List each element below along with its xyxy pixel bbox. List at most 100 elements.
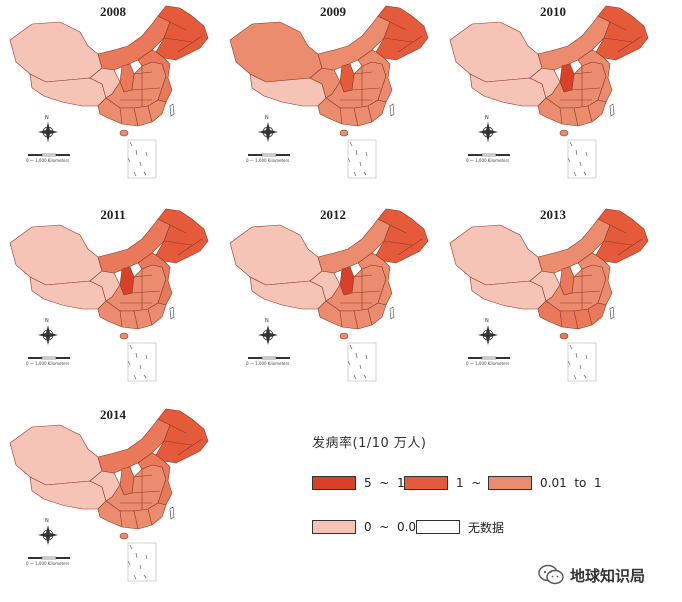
region-west [9,21,103,83]
legend-item: 0 ~ 0.01 [312,518,424,536]
region-taiwan [609,103,615,117]
compass-letter: N [265,318,269,324]
compass-icon [258,122,278,142]
region-taiwan [389,103,395,117]
map-panel-2012: 2012 0 — 1,000 Kilometers N [222,205,444,391]
compass-icon [38,525,58,545]
region-taiwan [169,506,175,520]
legend-swatch [488,476,532,490]
legend-item: 1 ~ 5 [404,474,497,492]
legend-swatch [404,476,448,490]
scale-label: 0 — 1,000 Kilometers [26,561,70,566]
region-hainan [119,129,129,137]
compass-icon [478,122,498,142]
map-panel-2008: 2008 0 — 1,000 Kilometers N [2,2,224,188]
scale-bar [468,356,510,360]
map-panel-2013: 2013 0 — 1,000 Kilometers N [442,205,664,391]
scale-bar [248,153,290,157]
compass-letter: N [45,115,49,121]
region-south [97,300,167,330]
map-panel-2009: 2009 0 — 1,000 Kilometers N [222,2,444,188]
region-northeast [375,208,429,264]
scale-label: 0 — 1,000 Kilometers [26,158,70,163]
region-west [449,224,543,286]
compass-icon [38,122,58,142]
compass-icon [478,325,498,345]
scale-bar [248,356,290,360]
panel-year-label: 2009 [320,4,346,19]
region-south [97,500,167,530]
panel-year-label: 2012 [320,207,346,222]
legend-label: 0.01 to 1 [540,476,602,490]
compass-letter: N [265,115,269,121]
compass-icon [258,325,278,345]
china-map [449,208,649,382]
legend-label: 0 ~ 0.01 [364,520,424,534]
legend-swatch [416,520,460,534]
region-hainan [119,332,129,340]
region-west [229,21,323,83]
region-south [537,97,607,127]
region-west [449,21,543,83]
panel-year-label: 2010 [540,4,566,19]
wechat-icon [538,564,564,586]
panel-year-label: 2014 [100,407,126,422]
map-panel-2014: 2014 0 — 1,000 Kilometers N [2,405,224,591]
region-northeast [155,5,209,61]
scale-bar [28,153,70,157]
scale-label: 0 — 1,000 Kilometers [26,361,70,366]
legend-item: 无数据 [416,518,504,536]
scale-bar [28,356,70,360]
compass-icon [38,325,58,345]
region-hainan [339,129,349,137]
china-map [449,5,649,179]
scale-label: 0 — 1,000 Kilometers [246,361,290,366]
region-hainan [559,332,569,340]
region-south [97,97,167,127]
china-map [229,5,429,179]
region-hainan [559,129,569,137]
legend-title: 发病率(1/10 万人) [312,436,427,451]
region-northeast [155,408,209,464]
legend-swatch [312,476,356,490]
panel-year-label: 2013 [540,207,566,222]
region-south [317,300,387,330]
region-west [229,224,323,286]
region-taiwan [169,306,175,320]
legend-item: 5 ~ 11 [312,474,412,492]
region-south [537,300,607,330]
region-northeast [595,5,649,61]
region-taiwan [389,306,395,320]
region-south [317,97,387,127]
scale-label: 0 — 1,000 Kilometers [246,158,290,163]
scale-label: 0 — 1,000 Kilometers [466,158,510,163]
legend-swatch [312,520,356,534]
scale-bar [28,556,70,560]
china-map [9,408,209,582]
map-panel-2011: 2011 0 — 1,000 Kilometers N [2,205,224,391]
panel-year-label: 2008 [100,4,126,19]
region-northeast [375,5,429,61]
compass-letter: N [485,115,489,121]
compass-letter: N [45,518,49,524]
region-hainan [119,532,129,540]
compass-letter: N [485,318,489,324]
scale-label: 0 — 1,000 Kilometers [466,361,510,366]
region-taiwan [169,103,175,117]
china-map [9,5,209,179]
panel-year-label: 2011 [100,207,126,222]
watermark: 地球知识局 [538,564,645,586]
compass-letter: N [45,318,49,324]
region-hainan [339,332,349,340]
china-map [9,208,209,382]
legend-label: 无数据 [468,520,505,535]
legend-item: 0.01 to 1 [488,474,602,492]
region-northeast [595,208,649,264]
watermark-text: 地球知识局 [570,566,646,585]
region-taiwan [609,306,615,320]
china-map [229,208,429,382]
region-west [9,424,103,486]
region-west [9,224,103,286]
region-northeast [155,208,209,264]
scale-bar [468,153,510,157]
